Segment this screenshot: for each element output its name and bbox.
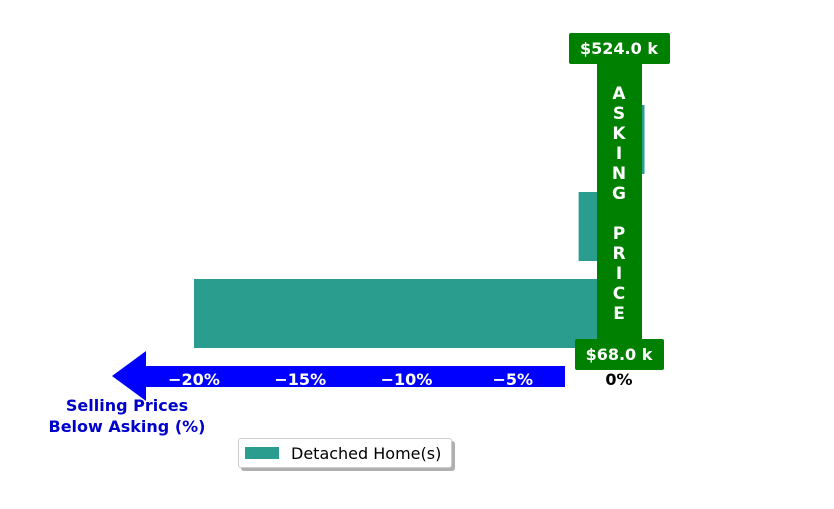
bar-3 bbox=[194, 279, 619, 348]
asking-price-bottom-label: $68.0 k bbox=[586, 345, 653, 364]
asking-price-letter: G bbox=[612, 184, 626, 204]
asking-price-top-label: $524.0 k bbox=[580, 39, 658, 58]
x-axis-label-line-2: Below Asking (%) bbox=[49, 417, 206, 436]
asking-price-letter: I bbox=[616, 144, 622, 164]
x-tick-label: 0% bbox=[605, 370, 632, 389]
x-tick-label: −5% bbox=[492, 370, 533, 389]
asking-price-letter: E bbox=[613, 304, 625, 324]
asking-price-letter: P bbox=[613, 224, 625, 244]
legend-label: Detached Home(s) bbox=[291, 443, 442, 463]
asking-price-letter: N bbox=[612, 164, 626, 184]
asking-price-top-box bbox=[569, 33, 670, 64]
x-tick-labels: −20% −15% −10% −5% 0% bbox=[168, 370, 632, 389]
asking-price-letter: C bbox=[613, 284, 625, 304]
asking-price-letter: A bbox=[612, 84, 626, 104]
x-axis-label-line-1: Selling Prices bbox=[66, 396, 188, 415]
x-tick-label: −15% bbox=[274, 370, 326, 389]
asking-price-bar bbox=[597, 60, 642, 345]
asking-price-bottom-box bbox=[575, 339, 664, 370]
x-tick-label: −10% bbox=[381, 370, 433, 389]
asking-price-letter: I bbox=[616, 264, 622, 284]
asking-price-letter: K bbox=[612, 124, 626, 144]
asking-price-letter: R bbox=[612, 244, 625, 264]
below-asking-arrow bbox=[112, 351, 565, 401]
legend-swatch bbox=[245, 447, 279, 459]
x-tick-label: −20% bbox=[168, 370, 220, 389]
legend: Detached Home(s) bbox=[238, 438, 452, 468]
asking-price-letter: S bbox=[613, 104, 625, 124]
bars-group bbox=[194, 105, 645, 348]
x-axis-label: Selling Prices Below Asking (%) bbox=[49, 396, 206, 436]
